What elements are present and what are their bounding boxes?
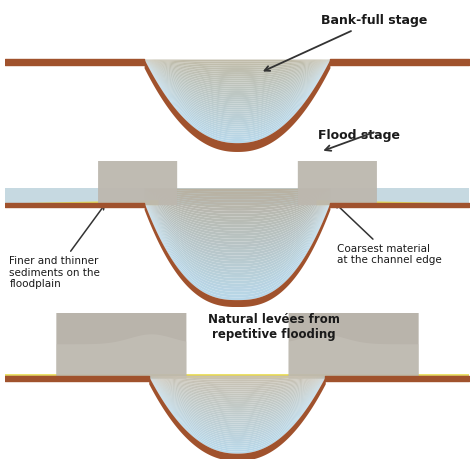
Text: Natural levées from
repetitive flooding: Natural levées from repetitive flooding [208,312,340,340]
Text: Coarsest material
at the channel edge: Coarsest material at the channel edge [336,204,442,265]
Text: Flood stage: Flood stage [318,129,400,142]
Text: Finer and thinner
sediments on the
floodplain: Finer and thinner sediments on the flood… [9,205,104,290]
Text: Bank-full stage: Bank-full stage [264,14,427,71]
